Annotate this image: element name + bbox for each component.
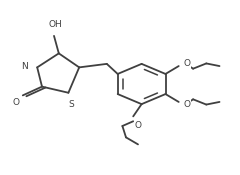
Text: O: O xyxy=(134,121,142,130)
Text: N: N xyxy=(21,62,28,71)
Text: S: S xyxy=(68,100,74,109)
Text: O: O xyxy=(183,100,190,108)
Text: O: O xyxy=(12,98,19,107)
Text: O: O xyxy=(183,60,190,68)
Text: OH: OH xyxy=(48,20,62,29)
